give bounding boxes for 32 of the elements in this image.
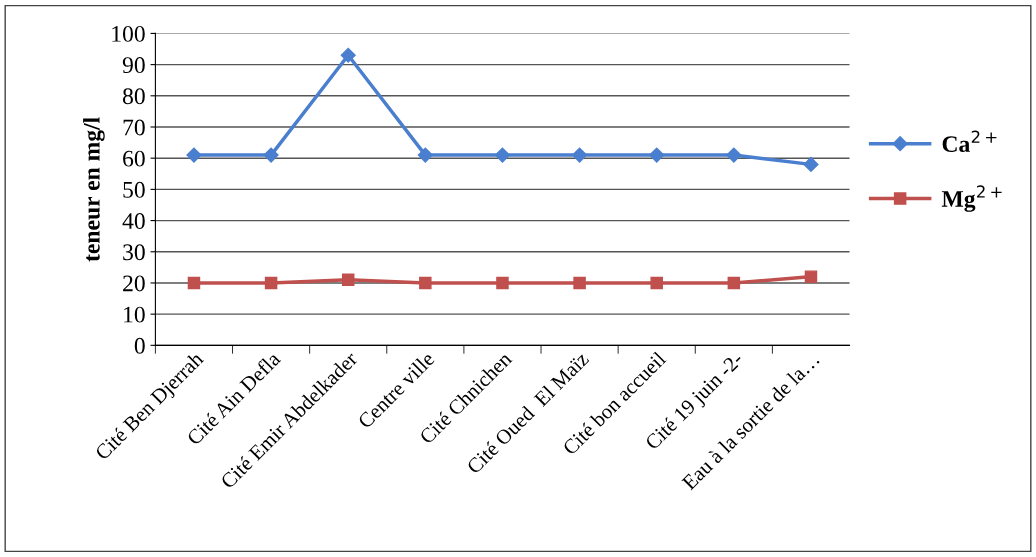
y-tick-label: 60 <box>123 150 145 167</box>
y-tick-label: 0 <box>134 337 145 354</box>
y-tick-label: 30 <box>123 244 145 261</box>
point <box>726 147 742 163</box>
legend-label: Ca$^{2+}$ <box>942 130 997 153</box>
point <box>496 276 509 290</box>
y-axis-title: teneur en mg/l <box>83 117 105 262</box>
y-tick-label: 90 <box>122 57 145 74</box>
y-tick-label: 80 <box>122 88 145 105</box>
legend-label: Mg$^{2+}$ <box>941 185 1002 212</box>
point <box>804 270 818 283</box>
point <box>573 276 586 290</box>
y-tick-label: 50 <box>123 181 145 198</box>
point <box>649 147 665 163</box>
y-tick-label: 10 <box>124 306 145 323</box>
point <box>417 147 433 163</box>
point <box>187 276 201 290</box>
point <box>572 147 588 163</box>
point <box>340 47 356 63</box>
point <box>419 276 432 290</box>
y-tick-label: 70 <box>123 119 145 136</box>
point <box>803 156 819 172</box>
point <box>263 147 279 163</box>
point <box>264 276 278 290</box>
point <box>650 276 663 290</box>
point <box>727 276 741 290</box>
y-tick-label: 100 <box>112 25 145 42</box>
y-tick-label: 20 <box>123 275 145 292</box>
point <box>186 147 202 163</box>
point <box>341 273 355 287</box>
point <box>494 147 511 163</box>
y-tick-label: 40 <box>122 213 145 229</box>
